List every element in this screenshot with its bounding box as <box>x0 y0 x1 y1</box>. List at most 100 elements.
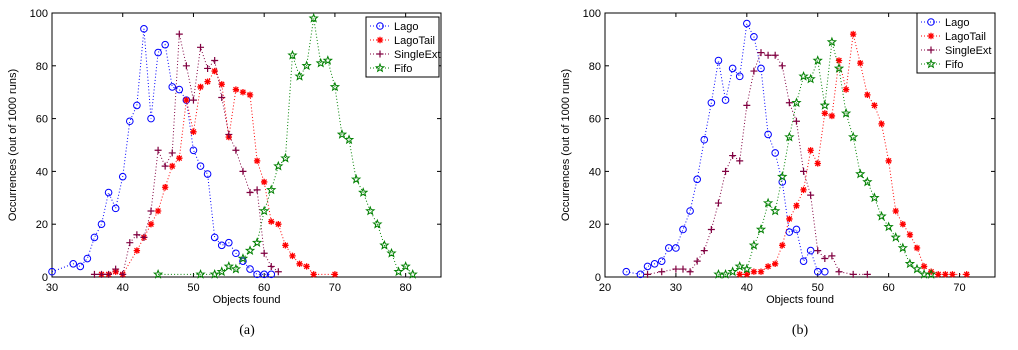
data-point <box>267 270 276 279</box>
data-point <box>840 107 852 118</box>
data-point <box>743 271 751 278</box>
data-point <box>196 162 205 170</box>
data-point <box>282 242 289 249</box>
data-point <box>294 70 305 81</box>
legend-label: Lago <box>945 17 969 29</box>
data-point <box>736 271 743 278</box>
data-point <box>686 207 694 215</box>
data-point <box>358 187 369 197</box>
legend-item-lago: Lago <box>921 17 969 29</box>
y-tick-label: 40 <box>36 166 48 178</box>
data-point <box>407 268 418 279</box>
series-fifo <box>713 36 937 279</box>
series-singleext <box>90 30 282 278</box>
data-point <box>906 231 914 238</box>
x-tick-label: 50 <box>812 282 824 294</box>
data-point <box>90 270 98 278</box>
data-point <box>133 231 141 239</box>
x-tick-label: 40 <box>117 282 129 294</box>
data-point <box>672 265 680 273</box>
data-point <box>246 189 254 197</box>
data-point <box>658 268 666 276</box>
data-point <box>779 242 786 249</box>
data-point <box>161 162 169 170</box>
y-axis-label: Occurrences (out of 1000 runs) <box>560 69 572 221</box>
legend-marker <box>376 50 384 58</box>
data-point <box>643 262 652 271</box>
data-point <box>686 268 694 276</box>
series-line <box>94 34 279 276</box>
data-point <box>168 149 176 157</box>
legend-marker <box>374 62 386 73</box>
data-point <box>821 267 829 276</box>
data-point <box>225 130 233 138</box>
data-point <box>154 207 162 215</box>
x-tick-label: 30 <box>670 282 682 294</box>
data-point <box>147 207 155 215</box>
data-point <box>849 30 857 38</box>
legend: Lago LagoTail SingleExt Fifo <box>916 12 996 74</box>
data-point <box>786 215 793 223</box>
data-point <box>112 265 120 273</box>
y-tick-label: 0 <box>595 272 601 284</box>
series-line <box>158 18 414 275</box>
data-point <box>750 67 758 75</box>
legend-marker <box>376 36 384 44</box>
data-point <box>814 247 822 255</box>
data-point <box>296 260 303 267</box>
data-point <box>204 78 211 85</box>
legend-label: LagoTail <box>945 31 986 43</box>
data-point <box>700 247 708 255</box>
data-point <box>812 55 823 65</box>
data-point <box>722 167 730 175</box>
data-point <box>770 205 781 216</box>
data-point <box>168 83 177 91</box>
data-point <box>848 131 859 142</box>
y-tick-label: 100 <box>30 8 48 20</box>
data-point <box>350 173 362 184</box>
data-point <box>154 146 162 154</box>
data-point <box>799 257 808 265</box>
data-point <box>203 170 212 178</box>
data-point <box>862 176 873 187</box>
data-point <box>365 205 376 216</box>
data-point <box>303 263 310 270</box>
data-point <box>189 96 197 104</box>
data-point <box>636 270 645 279</box>
data-point <box>343 134 355 145</box>
data-point <box>244 245 256 255</box>
data-point <box>175 30 183 38</box>
data-point <box>197 83 204 91</box>
data-point <box>714 56 723 65</box>
data-point <box>400 261 411 271</box>
data-point <box>268 218 275 225</box>
data-point <box>225 238 233 247</box>
y-axis-label: Occurrences (out of 1000 runs) <box>7 69 19 221</box>
data-point <box>622 267 631 276</box>
data-point <box>800 186 807 194</box>
data-point <box>239 167 247 175</box>
x-tick-label: 60 <box>883 282 895 294</box>
data-point <box>814 160 821 167</box>
data-point <box>833 63 845 73</box>
x-tick-label: 30 <box>46 282 58 294</box>
series-lago <box>48 25 276 279</box>
data-point <box>679 265 687 273</box>
data-point <box>232 249 240 258</box>
data-point <box>232 146 240 154</box>
data-point <box>748 239 760 250</box>
data-point <box>133 101 141 110</box>
data-point <box>791 97 802 108</box>
data-point <box>764 263 772 270</box>
x-tick-label: 40 <box>741 282 753 294</box>
data-point <box>743 19 751 28</box>
data-point <box>246 265 254 273</box>
data-point <box>777 171 788 182</box>
legend-item-lago: Lago <box>370 21 418 33</box>
data-point <box>118 172 127 181</box>
data-point <box>920 263 928 270</box>
data-point <box>890 231 901 242</box>
data-point <box>792 225 801 234</box>
data-point <box>778 62 786 70</box>
data-point <box>728 64 737 73</box>
